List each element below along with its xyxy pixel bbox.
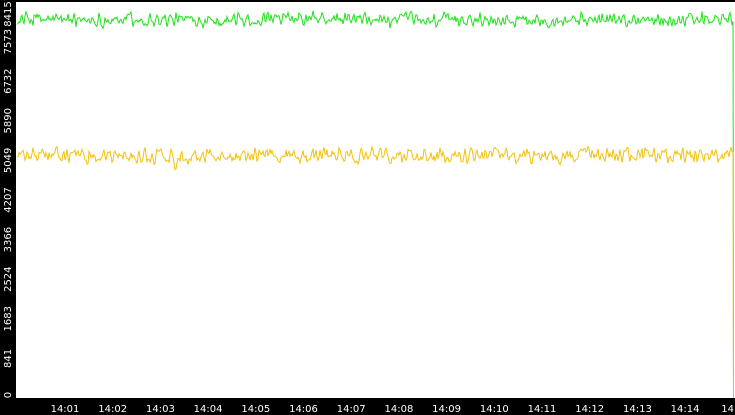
y-tick-label: 7573 (3, 29, 14, 54)
y-tick-label: 2524 (3, 266, 14, 291)
series-line-1 (16, 10, 734, 399)
x-tick-label: 14:09 (432, 404, 461, 415)
y-tick-label: 8415 (3, 1, 14, 26)
y-tick-label: 0 (3, 392, 14, 398)
y-tick-label: 6732 (3, 68, 14, 93)
x-tick-label: 14:03 (146, 404, 175, 415)
x-tick-label: 14:12 (575, 404, 604, 415)
x-tick-label: 14:02 (98, 404, 127, 415)
plot-area (16, 2, 735, 398)
x-tick-label: 14:14 (671, 404, 700, 415)
y-axis: 0 841 1683 2524 3366 4207 5049 5890 6732 7573 8415 (3, 1, 14, 398)
series-layer (16, 10, 734, 399)
y-tick-label: 3366 (3, 227, 14, 252)
x-tick-label: 14:01 (51, 404, 80, 415)
y-tick-label: 5049 (3, 148, 14, 173)
x-axis: 14:01 14:02 14:03 14:04 14:05 14:06 14:07 14:08… (51, 404, 734, 415)
y-tick-label: 4207 (3, 187, 14, 212)
y-tick-label: 841 (3, 349, 14, 368)
x-tick-label: 14:04 (194, 404, 223, 415)
x-tick-label: 14:08 (384, 404, 413, 415)
x-tick-label: 14:07 (337, 404, 366, 415)
series-line-2 (16, 145, 734, 399)
x-tick-label: 14:13 (623, 404, 652, 415)
y-tick-label: 1683 (3, 306, 14, 331)
x-tick-label: 14:06 (289, 404, 318, 415)
x-tick-label: 14 (721, 404, 734, 415)
x-tick-label: 14:05 (241, 404, 270, 415)
x-tick-label: 14:11 (528, 404, 557, 415)
x-tick-label: 14:10 (480, 404, 509, 415)
y-tick-label: 5890 (3, 108, 14, 133)
